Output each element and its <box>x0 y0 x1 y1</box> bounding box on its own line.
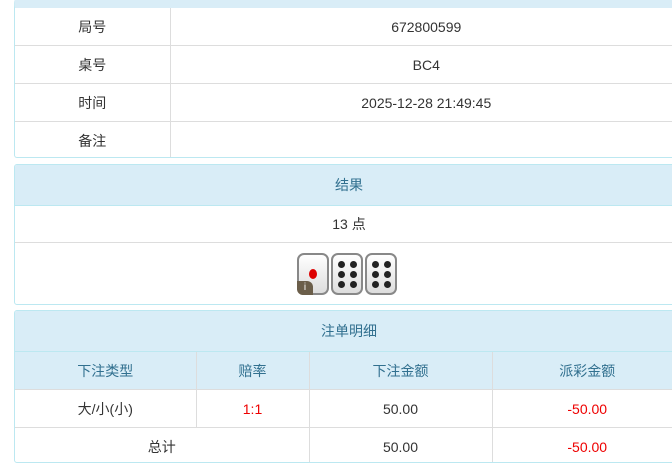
dice-result: i <box>15 243 672 304</box>
label-round: 局号 <box>15 8 171 46</box>
header-amount: 下注金额 <box>308 352 493 390</box>
value-remark <box>169 121 672 157</box>
bet-details-panel: 注单明细 下注类型 赔率 下注金额 派彩金额 大/小(小) 1:1 50.00 … <box>14 310 672 463</box>
label-table: 桌号 <box>15 45 171 84</box>
pip <box>371 260 379 268</box>
value-round: 672800599 <box>169 8 672 46</box>
pip <box>337 260 345 268</box>
odds: 1:1 <box>195 389 310 428</box>
total-amount: 50.00 <box>308 427 493 462</box>
total-label: 总计 <box>15 427 310 462</box>
info-icon[interactable]: i <box>297 281 313 295</box>
pip <box>383 270 391 278</box>
table-header: 下注类型 赔率 下注金额 派彩金额 <box>15 352 672 390</box>
total-row: 总计 50.00 -50.00 <box>15 427 672 462</box>
result-points: 13 点 <box>15 206 672 243</box>
die-6 <box>365 253 397 295</box>
result-panel: 结果 13 点 i <box>14 164 672 305</box>
pip <box>383 280 391 288</box>
result-title: 结果 <box>15 165 672 206</box>
pip <box>371 280 379 288</box>
pip <box>309 269 317 279</box>
value-table: BC4 <box>169 45 672 84</box>
total-payout: -50.00 <box>491 427 672 462</box>
header-bet-type: 下注类型 <box>15 352 197 390</box>
table-row: 备注 <box>15 121 672 157</box>
label-remark: 备注 <box>15 121 171 157</box>
table-row: 局号 672800599 <box>15 8 672 46</box>
header-odds: 赔率 <box>195 352 310 390</box>
pip <box>371 270 379 278</box>
bet-details-title: 注单明细 <box>15 311 672 352</box>
bet-type: 大/小(小) <box>15 389 197 428</box>
pip <box>337 270 345 278</box>
label-time: 时间 <box>15 83 171 122</box>
round-info-panel: 局号 672800599 桌号 BC4 时间 2025-12-28 21:49:45 … <box>14 0 672 158</box>
pip <box>349 270 357 278</box>
pip <box>337 280 345 288</box>
table-row: 时间 2025-12-28 21:49:45 <box>15 83 672 122</box>
table-row: 大/小(小) 1:1 50.00 -50.00 <box>15 389 672 428</box>
die-1: i <box>297 253 329 295</box>
bet-amount: 50.00 <box>308 389 493 428</box>
table-row: 桌号 BC4 <box>15 45 672 84</box>
pip <box>349 280 357 288</box>
pip <box>349 260 357 268</box>
value-time: 2025-12-28 21:49:45 <box>169 83 672 122</box>
die-6 <box>331 253 363 295</box>
payout: -50.00 <box>491 389 672 428</box>
pip <box>383 260 391 268</box>
header-payout: 派彩金额 <box>491 352 672 390</box>
